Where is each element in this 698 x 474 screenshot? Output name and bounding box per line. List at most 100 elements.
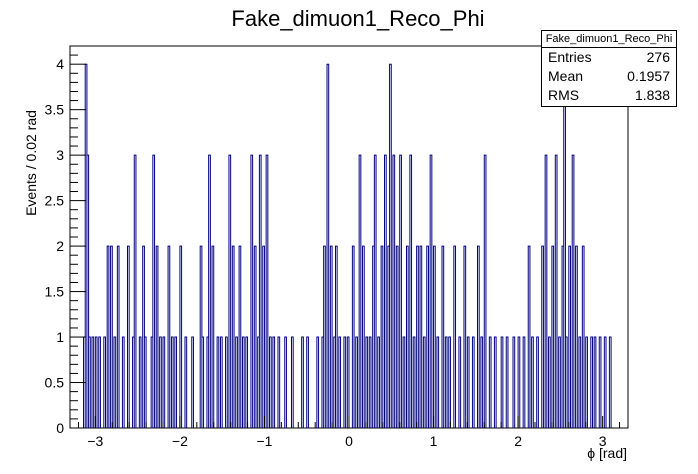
stats-entries-label: Entries xyxy=(548,49,592,65)
stats-mean-label: Mean xyxy=(548,68,584,84)
histogram-bin xyxy=(273,337,275,428)
y-tick-label: 4 xyxy=(56,56,64,72)
histogram-bin xyxy=(180,246,182,428)
stats-mean-value: 0.1957 xyxy=(627,68,670,84)
histogram-bin xyxy=(307,337,309,428)
histogram-bin xyxy=(373,246,375,428)
histogram-bin xyxy=(559,337,561,428)
x-tick-label: 0 xyxy=(345,433,353,449)
x-tick-label: −3 xyxy=(87,433,103,449)
histogram-bin xyxy=(139,337,141,428)
histogram-bin xyxy=(352,246,354,428)
histogram-bin xyxy=(335,246,337,428)
histogram-bin xyxy=(437,337,439,428)
histogram-bin xyxy=(454,246,456,428)
histogram-bin xyxy=(202,337,204,428)
histogram-bin xyxy=(366,337,368,428)
histogram-bin xyxy=(501,337,503,428)
histogram-bin xyxy=(99,337,101,428)
histogram-bin xyxy=(385,155,387,428)
y-tick-label: 0.5 xyxy=(45,375,65,391)
histogram-bin xyxy=(330,246,332,428)
histogram-bin xyxy=(532,337,534,428)
histogram-bin xyxy=(449,337,451,428)
histogram-bin xyxy=(562,246,564,428)
histogram-bin xyxy=(232,246,234,428)
stats-rms-value: 1.838 xyxy=(634,87,670,103)
histogram-bin xyxy=(423,337,425,428)
chart-title: Fake_dimuon1_Reco_Phi xyxy=(231,6,484,31)
histogram-bin xyxy=(229,155,231,428)
y-tick-label: 1.5 xyxy=(45,284,65,300)
histogram-bin xyxy=(594,337,596,428)
histogram-bin xyxy=(586,337,588,428)
histogram-bin xyxy=(258,337,260,428)
histogram-bin xyxy=(545,155,547,428)
histogram-bin xyxy=(555,155,557,428)
histogram-bin xyxy=(378,337,380,428)
histogram-bin xyxy=(565,337,567,428)
stats-box-title: Fake_dimuon1_Reco_Phi xyxy=(542,31,676,48)
stats-entries-value: 276 xyxy=(646,49,670,65)
histogram-bin xyxy=(122,337,124,428)
histogram-bin xyxy=(569,246,571,428)
histogram-bin xyxy=(339,337,341,428)
histogram-bin xyxy=(478,246,480,428)
histogram-bin xyxy=(114,337,116,428)
histogram-bin xyxy=(251,155,253,428)
x-tick-label: 3 xyxy=(599,433,607,449)
histogram-outline xyxy=(83,63,612,428)
stats-row-rms: RMS 1.838 xyxy=(542,86,676,105)
histogram-bin xyxy=(236,337,238,428)
stats-rms-label: RMS xyxy=(548,87,580,103)
y-tick-label: 1 xyxy=(56,329,64,345)
histogram-bin xyxy=(324,246,326,428)
y-tick-label: 2 xyxy=(56,238,64,254)
y-axis: 0 0.5 1 1.5 2 2.5 3 3.5 4 xyxy=(45,45,86,436)
histogram-bin xyxy=(127,246,129,428)
histogram-bin xyxy=(481,337,483,428)
histogram-bin xyxy=(393,155,395,428)
histogram-bin xyxy=(356,337,358,428)
histogram-bin xyxy=(427,246,429,428)
histogram-bin xyxy=(212,246,214,428)
histogram-bin xyxy=(259,155,261,428)
histogram-bin xyxy=(175,337,177,428)
histogram-bin xyxy=(192,337,194,428)
histogram-bin xyxy=(254,246,256,428)
histogram-bin xyxy=(185,337,187,428)
histogram-bin xyxy=(285,337,287,428)
histogram-bin xyxy=(572,155,574,428)
x-tick-label: 1 xyxy=(430,433,438,449)
histogram-bin xyxy=(270,337,272,428)
histogram-bin xyxy=(388,246,390,428)
histogram-bin xyxy=(537,337,539,428)
y-tick-label: 2.5 xyxy=(45,193,65,209)
histogram-bin xyxy=(239,246,241,428)
histogram-bin xyxy=(467,337,469,428)
y-axis-title: Events / 0.02 rad xyxy=(23,110,39,216)
histogram-bin xyxy=(434,246,436,428)
histogram-bin xyxy=(484,155,486,428)
histogram-bin xyxy=(134,155,136,428)
stats-row-mean: Mean 0.1957 xyxy=(542,67,676,86)
histogram-bin xyxy=(552,246,554,428)
histogram-bin xyxy=(153,155,155,428)
histogram-bin xyxy=(381,246,383,428)
histogram-bin xyxy=(292,337,294,428)
histogram-bin xyxy=(390,64,392,428)
histogram-bin xyxy=(104,337,106,428)
histogram-bin xyxy=(374,155,376,428)
histogram-bin xyxy=(144,337,146,428)
histogram-bin xyxy=(207,337,209,428)
stats-row-entries: Entries 276 xyxy=(542,48,676,67)
histogram-bin xyxy=(220,337,222,428)
y-tick-label: 3.5 xyxy=(45,102,65,118)
histogram-bin xyxy=(400,155,402,428)
histogram-bin xyxy=(472,337,474,428)
histogram-bin xyxy=(549,337,551,428)
histogram-bin xyxy=(464,246,466,428)
histogram-bin xyxy=(133,337,135,428)
x-tick-label: −1 xyxy=(256,433,272,449)
